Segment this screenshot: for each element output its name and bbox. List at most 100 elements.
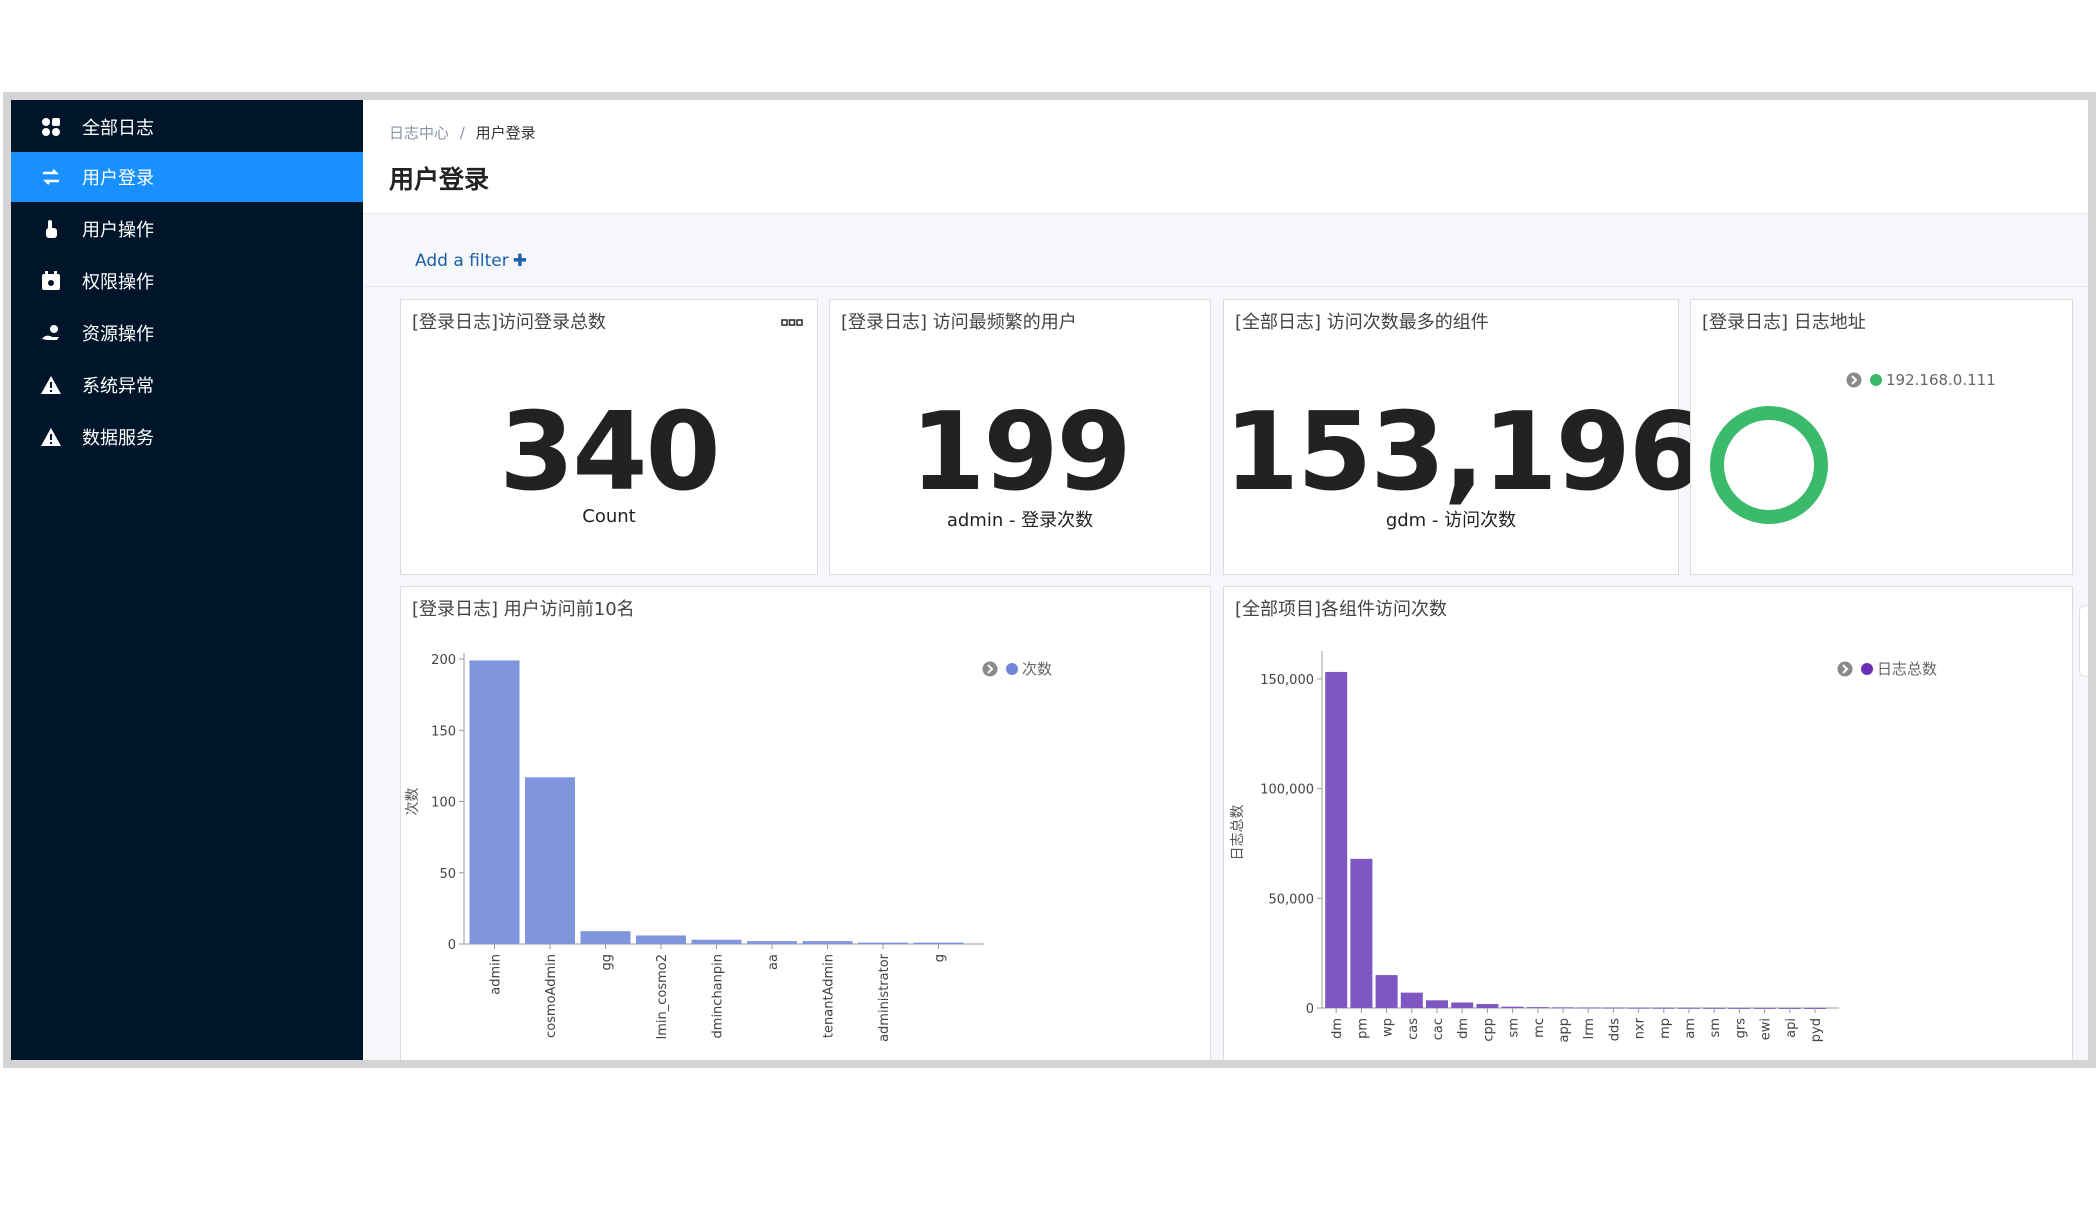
plus-icon: ✚	[512, 251, 527, 271]
legend-dot	[1006, 662, 1018, 675]
sidebar-item-system-exception[interactable]: 系统异常	[11, 360, 363, 410]
sidebar: 全部日志 用户登录 用户操作 权限操作 资源操作	[11, 100, 363, 1060]
x-tick-label: dm	[1456, 1018, 1471, 1039]
legend-toggle-icon[interactable]	[1846, 372, 1862, 388]
donut-slice-192-168-0-111[interactable]	[1710, 406, 1828, 524]
bar-dm[interactable]	[1325, 671, 1348, 1008]
sidebar-item-user-operation[interactable]: 用户操作	[11, 204, 363, 254]
warning-icon	[40, 426, 62, 448]
bar-mc[interactable]	[1526, 1007, 1549, 1009]
x-tick-label: lrm	[1582, 1018, 1597, 1039]
x-tick-label: mp	[1658, 1018, 1673, 1039]
x-tick-label: wp	[1381, 1018, 1396, 1037]
x-tick-label: cas	[1406, 1018, 1421, 1040]
sidebar-item-all-logs[interactable]: 全部日志	[11, 102, 363, 152]
bar-lrm[interactable]	[1577, 1007, 1600, 1009]
bar-cpp[interactable]	[1476, 1004, 1499, 1008]
metric-value: 199	[910, 390, 1131, 515]
bar-sm[interactable]	[1501, 1006, 1524, 1008]
legend-label[interactable]: 日志总数	[1877, 660, 1938, 678]
x-tick-label: sm	[1507, 1018, 1522, 1037]
bar-app[interactable]	[1552, 1007, 1574, 1009]
x-tick-label: ewi	[1759, 1018, 1774, 1040]
chart-legend: 192.168.0.111	[1846, 371, 1996, 389]
panel-title: [全部日志] 访问次数最多的组件	[1235, 312, 1489, 333]
x-tick-label: lmin_cosmo2	[655, 954, 670, 1039]
legend-label[interactable]: 次数	[1022, 660, 1053, 678]
metric-value: 340	[499, 390, 720, 515]
bar-pm[interactable]	[1350, 858, 1373, 1008]
sidebar-item-label: 权限操作	[82, 272, 154, 293]
x-tick-label: app	[1557, 1018, 1572, 1042]
panel-top-component: [全部日志] 访问次数最多的组件 153,196 gdm - 访问次数	[1223, 299, 1704, 575]
add-filter-button[interactable]: Add a filter ✚	[415, 251, 527, 271]
panel-title: [全部项目]各组件访问次数	[1235, 599, 1448, 620]
calendar-lock-icon	[40, 270, 62, 292]
panel-title: [登录日志]访问登录总数	[412, 312, 607, 333]
more-dots-icon[interactable]	[781, 312, 803, 331]
panel-title: [登录日志] 用户访问前10名	[412, 599, 635, 620]
bar-lmin_cosmo2[interactable]	[636, 935, 686, 944]
bar-admin[interactable]	[469, 660, 520, 944]
bar-tenantAdmin[interactable]	[802, 941, 853, 944]
sidebar-item-label: 用户操作	[82, 220, 154, 241]
sidebar-item-resource-operation[interactable]: 资源操作	[11, 308, 363, 358]
x-tick-label: admin	[489, 954, 504, 995]
bar-gg[interactable]	[580, 931, 631, 944]
x-tick-label: pm	[1355, 1018, 1370, 1039]
metric-label: Count	[582, 506, 636, 527]
side-scroll-handle[interactable]	[2079, 605, 2088, 677]
x-tick-label: pyd	[1809, 1018, 1824, 1042]
bar-wp[interactable]	[1375, 975, 1398, 1008]
sidebar-item-data-service[interactable]: 数据服务	[11, 412, 363, 462]
bar-dminchanpin[interactable]	[691, 939, 742, 944]
x-tick-label: am	[1683, 1018, 1698, 1039]
sidebar-item-label: 资源操作	[82, 324, 154, 345]
bar-dm[interactable]	[1451, 1002, 1474, 1008]
x-tick-label: grs	[1733, 1018, 1748, 1039]
breadcrumb-link-log-center[interactable]: 日志中心	[389, 124, 450, 142]
legend-dot	[1870, 374, 1882, 386]
sidebar-item-label: 数据服务	[82, 428, 154, 449]
bar-cac[interactable]	[1426, 1000, 1448, 1008]
chart-legend: 次数	[982, 658, 1052, 679]
x-tick-label: cosmoAdmin	[544, 954, 559, 1038]
bar-cosmoAdmin[interactable]	[525, 777, 575, 944]
legend-toggle-icon[interactable]	[982, 661, 998, 677]
sidebar-item-permission-operation[interactable]: 权限操作	[11, 256, 363, 306]
x-tick-label: mc	[1532, 1018, 1547, 1038]
x-tick-label: sm	[1708, 1018, 1723, 1037]
panel-top-user: [登录日志] 访问最频繁的用户 199 admin - 登录次数	[829, 299, 1211, 575]
bar-aa[interactable]	[747, 941, 797, 944]
y-tick-label: 150	[431, 724, 456, 739]
legend-toggle-icon[interactable]	[1837, 661, 1853, 677]
y-tick-label: 200	[431, 653, 456, 668]
y-axis-label: 日志总数	[1230, 805, 1246, 861]
warning-icon	[40, 374, 62, 396]
x-tick-label: tenantAdmin	[822, 954, 837, 1038]
y-tick-label: 0	[1306, 1002, 1314, 1017]
pointer-hand-icon	[40, 218, 62, 240]
panel-log-address: [登录日志] 日志地址 192.168.0.111	[1690, 299, 2073, 575]
sidebar-item-label: 系统异常	[82, 376, 154, 397]
legend-label[interactable]: 192.168.0.111	[1886, 371, 1996, 389]
y-tick-label: 50	[439, 867, 456, 882]
page-title: 用户登录	[389, 165, 490, 194]
x-tick-label: nxr	[1633, 1017, 1648, 1039]
metric-value: 153,196	[1224, 390, 1704, 515]
swap-icon	[40, 166, 62, 188]
breadcrumb: 日志中心 / 用户登录	[389, 122, 536, 143]
bar-cas[interactable]	[1400, 992, 1423, 1008]
x-tick-label: cpp	[1481, 1018, 1496, 1042]
panel-component-visits: [全部项目]各组件访问次数 日志总数 0 50,000 100,000 150,000…	[1223, 586, 2073, 1060]
metric-label: gdm - 访问次数	[1385, 510, 1517, 531]
hand-coin-icon	[40, 322, 62, 344]
sidebar-item-user-login[interactable]: 用户登录	[11, 152, 363, 202]
sidebar-item-label: 用户登录	[82, 168, 154, 189]
y-tick-label: 0	[448, 938, 456, 953]
x-tick-label: administrator	[877, 953, 892, 1042]
sidebar-item-label: 全部日志	[82, 118, 154, 139]
bar-g[interactable]	[913, 942, 964, 944]
bar-administrator[interactable]	[858, 942, 908, 944]
